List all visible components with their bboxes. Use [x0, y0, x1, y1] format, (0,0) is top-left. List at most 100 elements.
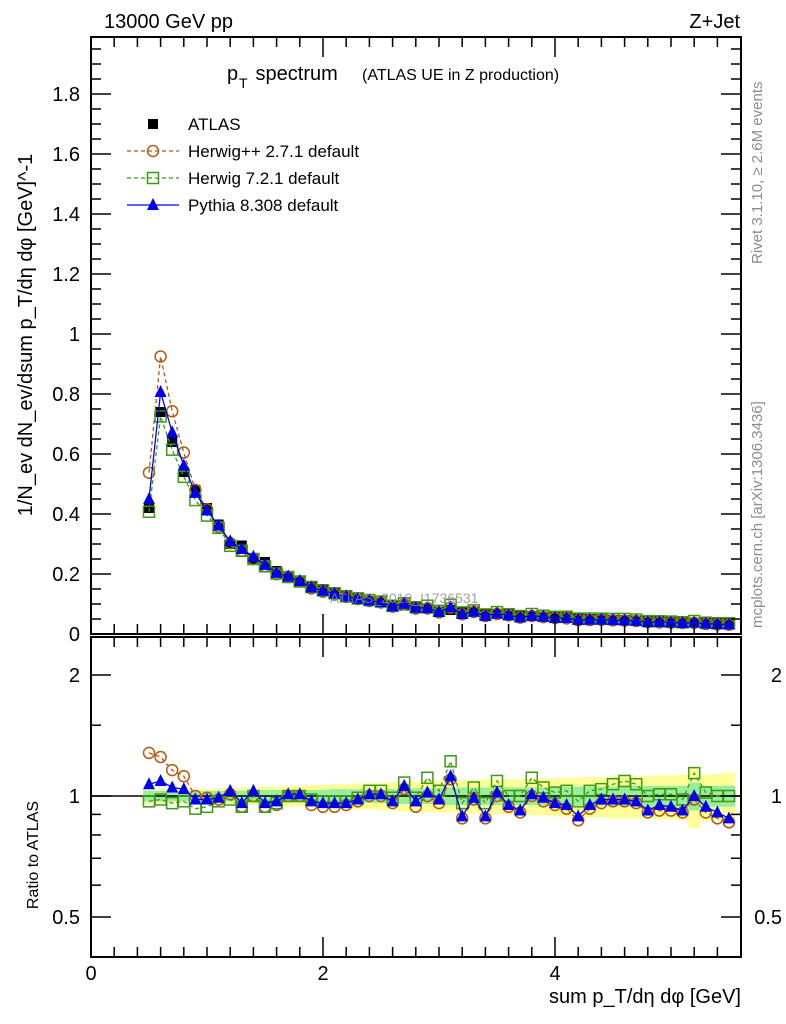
x-axis-label: sum p_T/dη dφ [GeV]: [549, 986, 741, 1008]
herwig7-ratio-point: [444, 755, 457, 768]
pythia8-point: [653, 615, 666, 628]
watermark: ATLAS_2019_I1736531: [330, 590, 479, 606]
pythia8-ratio-point: [433, 792, 445, 805]
ratio-y-tick-label: 1: [69, 786, 80, 808]
pythia8-ratio-point: [699, 799, 712, 812]
herwig-pp-point: [154, 350, 167, 363]
pythia8-point: [711, 617, 724, 630]
pythia8-point: [699, 616, 712, 629]
pythia8-ratio-point: [143, 777, 155, 790]
herwig7-ratio-point: [177, 795, 191, 808]
y-tick-label: 0: [69, 624, 80, 646]
pythia8-point: [409, 600, 422, 613]
herwig7-ratio-point: [560, 784, 573, 798]
pythia8-ratio-point: [502, 797, 515, 810]
pythia8-point: [235, 542, 248, 555]
pythia8-point: [583, 612, 596, 625]
pythia8-point: [270, 565, 283, 578]
pythia8-point: [340, 589, 353, 602]
pythia8-point: [177, 458, 190, 471]
pythia8-ratio-point: [525, 787, 538, 800]
herwig-pp-ratio-point: [165, 763, 179, 777]
herwig-pp-point: [142, 466, 156, 479]
pythia8-point: [282, 569, 295, 582]
pythia8-point: [467, 604, 480, 617]
pythia8-ratio-point: [409, 794, 422, 807]
pythia8-point: [491, 606, 503, 619]
y-tick-label: 1: [69, 324, 80, 346]
pythia8-ratio-point: [270, 794, 283, 807]
pythia8-ratio-point: [665, 799, 677, 812]
pythia8-point: [630, 613, 643, 626]
pythia8-ratio-point: [630, 794, 643, 807]
pythia8-ratio-point: [583, 797, 596, 810]
pythia8-ratio-point: [154, 773, 167, 786]
header-right: Z+Jet: [689, 11, 740, 33]
pythia8-point: [572, 612, 585, 625]
y-axis-label: 1/N_ev dN_ev/dsum p_T/dη dφ [GeV]^-1: [15, 154, 37, 517]
x-tick-label: 0: [85, 963, 96, 985]
pythia8-point: [618, 613, 631, 626]
ratio-y-tick-label-right: 1: [771, 786, 782, 808]
pythia8-ratio-point: [351, 792, 364, 805]
pythia8-point: [595, 612, 608, 625]
pythia8-ratio-point: [224, 783, 237, 796]
pythia8-ratio-point: [467, 790, 480, 803]
ratio-y-tick-label-right: 2: [771, 665, 782, 687]
data-marks: [142, 350, 736, 829]
legend-label: Pythia 8.308 default: [188, 196, 339, 215]
pythia8-point: [641, 615, 654, 628]
pythia8-ratio-point: [549, 796, 561, 809]
y-tick-label: 0.6: [52, 444, 80, 466]
pythia8-ratio-point: [375, 787, 387, 800]
herwig7-ratio-point: [455, 796, 469, 810]
ratio-y-tick-label-right: 0.5: [754, 907, 782, 929]
pythia8-point: [444, 600, 457, 613]
ratio-y-tick-label: 0.5: [52, 907, 80, 929]
legend-marker: [146, 171, 160, 185]
y-tick-label: 0.2: [52, 564, 80, 586]
herwig-pp-ratio-point: [177, 769, 191, 783]
pythia8-ratio-point: [641, 803, 654, 816]
pythia8-point: [363, 593, 376, 606]
pythia8-point: [398, 596, 411, 609]
pythia8-ratio-point: [560, 797, 573, 810]
pythia8-ratio-point: [386, 794, 399, 807]
pythia8-point: [317, 583, 329, 596]
atlas-point: [155, 407, 166, 417]
legend-marker: [148, 119, 158, 129]
legend-marker: [147, 198, 159, 210]
pythia8-point: [607, 613, 619, 626]
y-tick-label: 1.6: [52, 144, 80, 166]
pythia8-point: [143, 492, 155, 505]
pythia8-point: [456, 606, 469, 619]
pythia8-point: [166, 425, 179, 438]
herwig-pp-line: [148, 356, 730, 626]
y-tick-label: 1.4: [52, 204, 80, 226]
herwig7-ratio-point: [687, 766, 701, 780]
pythia8-ratio-point: [212, 790, 225, 803]
pythia8-ratio-point: [282, 787, 295, 800]
pythia8-ratio-point: [595, 792, 608, 805]
pythia8-ratio-point: [293, 787, 306, 800]
herwig7-ratio-point: [513, 789, 527, 803]
pythia8-point: [502, 608, 515, 621]
pythia8-ratio-point: [247, 783, 260, 796]
pythia8-ratio-point: [572, 809, 585, 822]
pythia8-ratio-point: [456, 809, 469, 822]
herwig7-ratio-point: [525, 771, 539, 785]
pythia8-ratio-point: [711, 805, 724, 818]
pythia8-point: [212, 518, 225, 531]
pythia8-ratio-point: [398, 778, 411, 791]
pythia8-point: [688, 615, 701, 628]
legend-label: Herwig 7.2.1 default: [188, 169, 339, 188]
pythia8-ratio-point: [676, 803, 689, 816]
pythia8-point: [514, 610, 527, 623]
pythia8-point: [375, 595, 387, 608]
pythia8-ratio-point: [688, 789, 701, 801]
pythia8-ratio-point: [653, 797, 666, 810]
pythia8-ratio-point: [305, 794, 318, 807]
herwig7-ratio-point: [629, 777, 643, 791]
legend: ATLAS Herwig++ 2.7.1 default Herwig 7.2.1 …: [127, 115, 359, 215]
pythia8-point: [305, 580, 318, 593]
